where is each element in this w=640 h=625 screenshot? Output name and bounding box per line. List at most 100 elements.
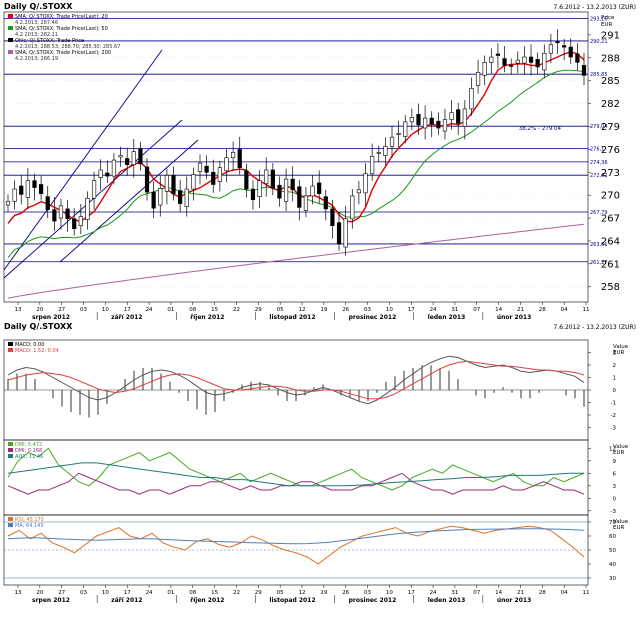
candle-body: [575, 53, 580, 63]
candle-body: [495, 53, 501, 56]
date-tick-label: 10: [386, 307, 393, 313]
candle-body: [32, 180, 37, 188]
candle-body: [429, 117, 434, 125]
candle-body: [197, 162, 203, 172]
level-label: 285,85: [590, 72, 608, 78]
legend-swatch-icon: [8, 454, 13, 458]
candle-body: [502, 58, 507, 66]
moving-averages: [7, 51, 585, 299]
candle-body: [356, 189, 361, 194]
candle-body: [456, 109, 461, 124]
price-grid: [4, 34, 588, 287]
date-tick-label: 24: [146, 590, 153, 596]
candle-body: [509, 65, 514, 67]
level-label: 274,36: [590, 160, 608, 166]
legend-swatch-icon: [8, 523, 13, 527]
price-chart[interactable]: 293,16 290,21 285,85 279,04 276,1 274,36 272,6…: [0, 10, 640, 330]
main-chart-date-range: 7.6.2012 - 13.2.2013 (ZUR): [553, 4, 637, 11]
fibonacci-label: 38.2% - 279.04: [519, 126, 562, 132]
legend-entry: Ohlc; Q/.STOXX; Trade Price: [15, 38, 84, 44]
candle-body: [118, 155, 123, 158]
date-tick-label: 04: [561, 590, 568, 596]
date-tick-label: 24: [430, 590, 437, 596]
level-label: 293,16: [590, 16, 608, 22]
level-label: 261,27: [590, 260, 608, 266]
axis-label: 270: [601, 191, 620, 202]
date-tick-label: 24: [430, 307, 437, 313]
swatch-green-icon: [8, 26, 13, 30]
legend-entry: MA; 64.149: [15, 523, 44, 529]
date-tick-label: 27: [58, 307, 65, 313]
axis-label: 70: [609, 520, 616, 526]
date-tick-label: 17: [124, 590, 131, 596]
axis-label: -3: [611, 509, 617, 515]
month-label: leden 2013: [428, 597, 466, 604]
candle-body: [211, 171, 216, 185]
date-tick-label: 12: [299, 307, 306, 313]
candle-body: [416, 113, 421, 126]
candle-body: [78, 216, 83, 226]
candle-body: [290, 178, 295, 191]
indicator-chart-date-range: 7.6.2012 - 13.2.2013 (ZUR): [553, 324, 637, 331]
candle-body: [403, 121, 408, 137]
axis-label: 279: [601, 122, 620, 133]
date-tick-label: 10: [386, 590, 393, 596]
indicator-chart-title: Daily Q/.STOXX: [4, 322, 73, 331]
date-tick-label: 29: [255, 307, 262, 313]
date-tick-label: 03: [80, 590, 87, 596]
candle-body: [91, 180, 97, 199]
candle-body: [350, 195, 355, 220]
dmi-series-2: [7, 472, 585, 495]
date-tick-label: 27: [58, 590, 65, 596]
currency-header: EUR: [613, 350, 625, 356]
date-tick-label: 28: [539, 590, 546, 596]
value-header: Value: [613, 519, 629, 525]
legend-entry: ADX; 11.46: [15, 454, 43, 460]
swatch-red-icon: [8, 14, 13, 18]
candle-body: [257, 180, 262, 197]
support-resistance-lines: 293,16 290,21 285,85 279,04 276,1 274,36 272,6…: [4, 16, 608, 266]
date-tick-label: 01: [167, 307, 174, 313]
candle-body: [131, 151, 136, 165]
legend-entry: MACD; 0.00: [15, 342, 44, 348]
date-tick-label: 24: [146, 307, 153, 313]
currency-header: EUR: [613, 525, 625, 531]
axis-label: -3: [611, 426, 617, 432]
candle-body: [376, 152, 381, 154]
axis-label: 276: [601, 145, 620, 156]
main-chart-title: Daily Q/.STOXX: [4, 2, 73, 11]
date-tick-label: 15: [211, 590, 218, 596]
legend-swatch-icon: [8, 342, 13, 346]
date-tick-label: 14: [495, 590, 502, 596]
candle-body: [370, 155, 375, 175]
axis-label: 50: [609, 548, 616, 554]
date-tick-label: 19: [320, 590, 327, 596]
sma50-line: [7, 69, 585, 259]
candle-body: [423, 117, 428, 129]
date-tick-label: 19: [320, 307, 327, 313]
axis-label: 264: [601, 236, 620, 247]
date-tick-label: 17: [408, 307, 415, 313]
axis-label: 267: [601, 214, 620, 225]
dmi-frame: [3, 439, 589, 516]
candle-body: [568, 46, 573, 58]
candle-body: [535, 59, 540, 68]
candle-body: [542, 52, 547, 71]
candle-body: [562, 45, 567, 48]
legend-entry: 4.2.2013; 282.11: [15, 32, 58, 38]
candle-body: [475, 71, 481, 86]
candle-body: [204, 165, 209, 173]
date-tick-label: 03: [80, 307, 87, 313]
month-label: říjen 2012: [190, 597, 224, 604]
month-label: listopad 2012: [269, 314, 315, 321]
date-tick-label: 26: [342, 307, 349, 313]
candle-body: [39, 184, 44, 194]
candle-body: [158, 187, 163, 206]
date-axis-top: 13 20 27 03 10 17 24 01 08 15 22 29 05 12 19 26 03 10 17 24…: [15, 302, 590, 321]
candle-body: [489, 56, 494, 63]
candle-body: [237, 149, 242, 168]
